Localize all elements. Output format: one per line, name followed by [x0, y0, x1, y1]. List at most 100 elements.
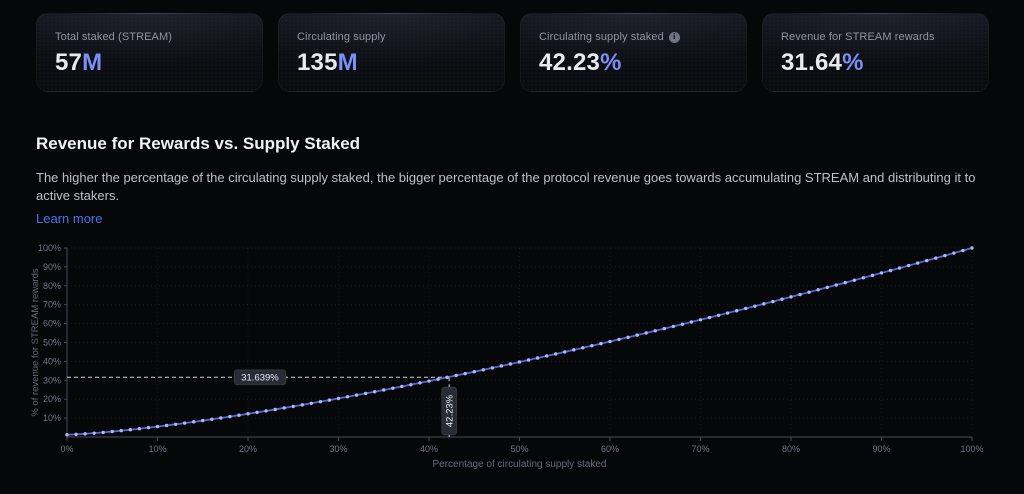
- data-point-marker[interactable]: [336, 396, 341, 401]
- data-point-marker[interactable]: [897, 266, 902, 270]
- data-point-marker[interactable]: [454, 373, 458, 378]
- data-point-marker[interactable]: [318, 399, 323, 404]
- data-point-marker[interactable]: [119, 428, 124, 433]
- data-point-marker[interactable]: [481, 368, 485, 372]
- data-point-marker[interactable]: [554, 352, 558, 356]
- data-point-marker[interactable]: [707, 315, 712, 320]
- data-point-marker[interactable]: [436, 377, 440, 381]
- line-chart-svg[interactable]: 10% 20% 30% 40% 50% 60% 70% 80% 90% 100% 0% 10% 20% 3…: [0, 228, 1024, 488]
- data-point-marker[interactable]: [92, 431, 96, 435]
- data-point-marker[interactable]: [246, 412, 250, 416]
- data-point-marker[interactable]: [210, 417, 214, 421]
- data-point-marker[interactable]: [662, 326, 666, 331]
- data-point-marker[interactable]: [680, 322, 685, 326]
- data-point-marker[interactable]: [282, 406, 286, 410]
- data-point-marker[interactable]: [888, 268, 893, 273]
- data-point-marker[interactable]: [237, 413, 241, 417]
- data-point-marker[interactable]: [472, 370, 476, 374]
- data-point-marker[interactable]: [363, 391, 368, 396]
- data-point-marker[interactable]: [572, 348, 576, 352]
- data-point-marker[interactable]: [816, 288, 820, 292]
- revenue-vs-staked-chart[interactable]: 10% 20% 30% 40% 50% 60% 70% 80% 90% 100% 0% 10% 20% 3…: [0, 228, 1024, 488]
- data-point-marker[interactable]: [228, 414, 232, 419]
- data-point-marker[interactable]: [535, 356, 540, 360]
- data-point-marker[interactable]: [762, 302, 766, 306]
- data-point-marker[interactable]: [581, 346, 585, 350]
- data-point-marker[interactable]: [725, 311, 730, 315]
- data-point-marker[interactable]: [309, 401, 314, 405]
- data-point-marker[interactable]: [508, 362, 513, 366]
- data-point-marker[interactable]: [870, 273, 875, 278]
- data-point-marker[interactable]: [961, 248, 965, 253]
- data-point-marker[interactable]: [517, 360, 522, 364]
- data-point-marker[interactable]: [273, 407, 277, 412]
- data-point-marker[interactable]: [644, 331, 648, 335]
- data-point-marker[interactable]: [744, 306, 748, 311]
- data-point-marker[interactable]: [382, 388, 386, 392]
- data-point-marker[interactable]: [698, 318, 703, 322]
- data-point-marker[interactable]: [418, 381, 422, 385]
- data-point-marker[interactable]: [879, 271, 884, 275]
- data-point-marker[interactable]: [192, 420, 196, 424]
- data-point-marker[interactable]: [789, 295, 793, 299]
- data-point-marker[interactable]: [110, 429, 114, 434]
- data-point-marker[interactable]: [201, 418, 205, 423]
- data-point-marker[interactable]: [671, 324, 676, 329]
- data-point-marker[interactable]: [544, 354, 549, 358]
- data-point-marker[interactable]: [735, 309, 739, 313]
- data-point-marker[interactable]: [65, 433, 69, 437]
- data-point-marker[interactable]: [825, 285, 829, 290]
- data-point-marker[interactable]: [934, 256, 938, 260]
- data-point-marker[interactable]: [906, 263, 911, 268]
- data-point-marker[interactable]: [653, 329, 657, 333]
- data-point-marker[interactable]: [843, 280, 847, 285]
- data-point-marker[interactable]: [834, 283, 838, 287]
- data-point-marker[interactable]: [689, 320, 694, 324]
- learn-more-link[interactable]: Learn more: [36, 211, 103, 227]
- data-point-marker[interactable]: [925, 258, 929, 263]
- data-point-marker[interactable]: [499, 364, 504, 368]
- data-point-marker[interactable]: [354, 393, 359, 397]
- info-icon[interactable]: i: [668, 31, 680, 43]
- data-point-marker[interactable]: [173, 422, 178, 426]
- data-point-marker[interactable]: [74, 432, 78, 437]
- data-point-marker[interactable]: [780, 297, 784, 301]
- data-point-marker[interactable]: [753, 304, 757, 308]
- data-point-marker[interactable]: [101, 430, 105, 435]
- data-point-marker[interactable]: [798, 292, 802, 297]
- data-point-marker[interactable]: [617, 337, 621, 342]
- data-point-marker[interactable]: [626, 335, 630, 339]
- data-point-marker[interactable]: [291, 404, 295, 409]
- data-point-marker[interactable]: [445, 375, 449, 380]
- data-point-marker[interactable]: [526, 358, 531, 362]
- data-point-marker[interactable]: [463, 371, 467, 376]
- data-point-marker[interactable]: [409, 382, 413, 387]
- data-point-marker[interactable]: [83, 432, 87, 436]
- data-point-marker[interactable]: [608, 339, 612, 344]
- data-point-marker[interactable]: [943, 253, 947, 258]
- data-point-marker[interactable]: [563, 350, 567, 354]
- data-point-marker[interactable]: [952, 251, 956, 255]
- data-point-marker[interactable]: [852, 278, 857, 282]
- data-point-marker[interactable]: [970, 246, 974, 250]
- data-point-marker[interactable]: [635, 333, 639, 337]
- data-point-marker[interactable]: [219, 416, 223, 420]
- data-point-marker[interactable]: [164, 423, 169, 428]
- data-point-marker[interactable]: [182, 421, 187, 425]
- data-point-marker[interactable]: [590, 344, 594, 348]
- data-point-marker[interactable]: [427, 379, 431, 383]
- data-point-marker[interactable]: [327, 398, 332, 402]
- data-point-marker[interactable]: [345, 395, 350, 399]
- data-point-marker[interactable]: [128, 428, 133, 432]
- data-point-marker[interactable]: [264, 409, 268, 413]
- data-point-marker[interactable]: [400, 384, 404, 389]
- data-point-marker[interactable]: [916, 261, 920, 265]
- data-point-marker[interactable]: [861, 276, 866, 280]
- data-point-marker[interactable]: [599, 341, 603, 346]
- data-point-marker[interactable]: [155, 424, 160, 429]
- data-point-marker[interactable]: [716, 313, 721, 317]
- data-point-marker[interactable]: [146, 425, 151, 430]
- data-point-marker[interactable]: [137, 427, 142, 431]
- data-point-marker[interactable]: [771, 299, 775, 304]
- data-point-marker[interactable]: [490, 366, 495, 370]
